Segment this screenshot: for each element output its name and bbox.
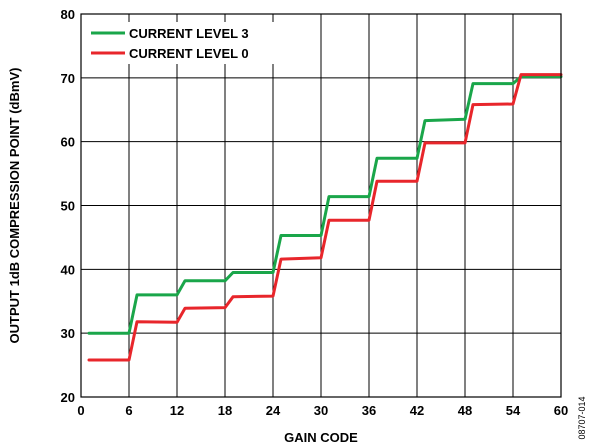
x-tick-label: 18 (218, 403, 232, 418)
x-tick-label: 24 (266, 403, 281, 418)
series-lines (87, 73, 563, 362)
legend-label: CURRENT LEVEL 3 (129, 26, 249, 41)
x-tick-label: 36 (362, 403, 376, 418)
legend-label: CURRENT LEVEL 0 (129, 46, 249, 61)
series-line-1 (87, 75, 563, 335)
y-tick-label: 20 (61, 390, 75, 405)
y-tick-label: 80 (61, 7, 75, 22)
series-line-2 (87, 73, 563, 362)
grid (81, 14, 561, 397)
y-tick-label: 70 (61, 71, 75, 86)
x-tick-label: 6 (125, 403, 132, 418)
x-axis-label: GAIN CODE (284, 430, 358, 445)
tick-labels: 0 6 12 18 24 30 36 42 48 54 60 20 30 40 50 60 70 80 (61, 7, 569, 418)
x-tick-label: 54 (506, 403, 521, 418)
y-tick-label: 30 (61, 326, 75, 341)
x-tick-label: 42 (410, 403, 424, 418)
x-tick-label: 12 (170, 403, 184, 418)
y-axis-label: OUTPUT 1dB COMPRESSION POINT (dBmV) (7, 68, 22, 344)
y-tick-label: 50 (61, 199, 75, 214)
x-tick-label: 30 (314, 403, 328, 418)
x-tick-label: 0 (77, 403, 84, 418)
x-tick-label: 48 (458, 403, 472, 418)
figure-code: 08707-014 (577, 396, 587, 439)
legend-background (87, 22, 279, 64)
y-tick-label: 40 (61, 262, 75, 277)
x-tick-label: 60 (554, 403, 568, 418)
legend: CURRENT LEVEL 3 CURRENT LEVEL 0 (87, 22, 279, 64)
plot-frame (80, 13, 562, 398)
y-tick-label: 60 (61, 135, 75, 150)
